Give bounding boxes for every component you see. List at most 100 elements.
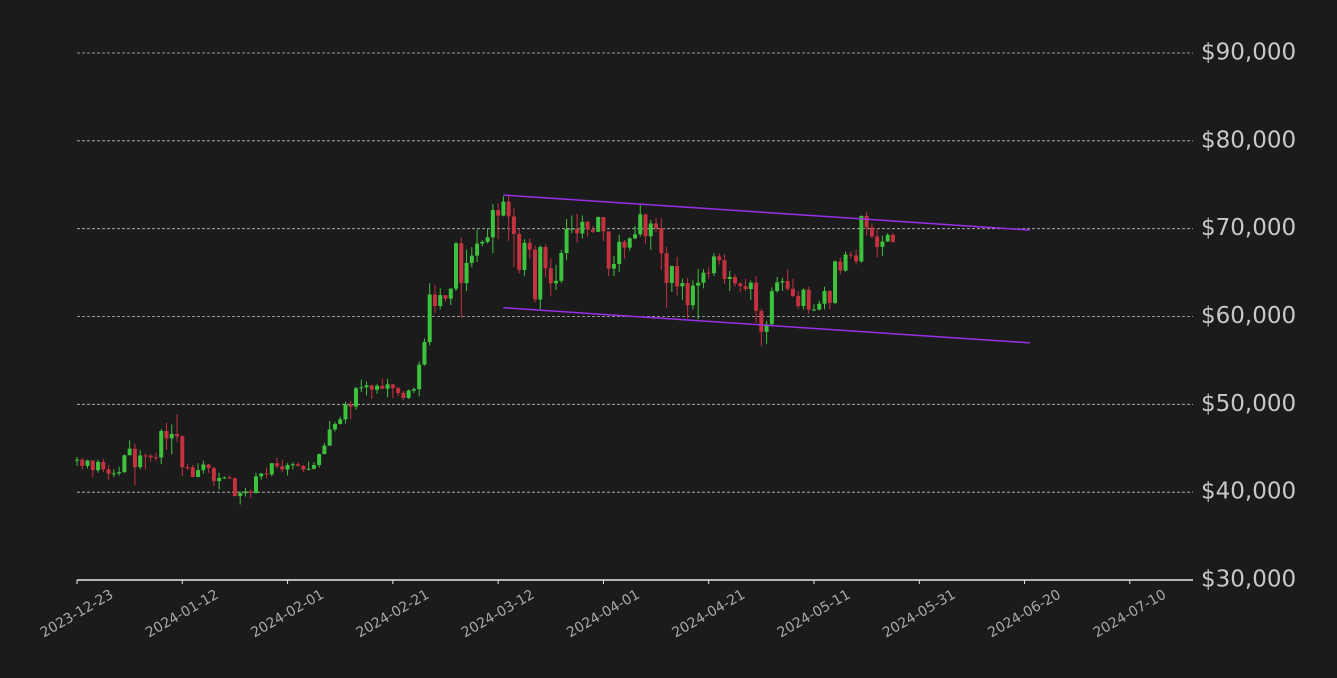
candle-body: [443, 295, 448, 299]
candle-body: [833, 261, 838, 303]
candle-body: [738, 283, 743, 287]
candle-body: [106, 469, 111, 474]
candle-body: [764, 324, 769, 332]
candle-body: [159, 430, 164, 458]
candle-body: [464, 262, 469, 284]
candle-body: [648, 223, 653, 237]
candle-body: [180, 436, 185, 468]
candle-body: [153, 457, 158, 459]
candle-body: [448, 288, 453, 299]
candle-body: [811, 309, 816, 311]
candle-body: [543, 247, 548, 269]
candle-body: [722, 260, 727, 279]
candle-body: [127, 448, 132, 456]
candle-body: [143, 455, 148, 457]
candle-body: [796, 295, 801, 307]
candle-body: [196, 470, 201, 477]
y-tick-label: $60,000: [1201, 303, 1296, 329]
candle-body: [859, 215, 864, 262]
candle-body: [769, 291, 774, 325]
candle-body: [306, 468, 311, 470]
candle-body: [654, 223, 659, 229]
candle-body: [338, 419, 343, 424]
candle-body: [375, 385, 380, 390]
candle-body: [427, 294, 432, 343]
candle-body: [785, 281, 790, 289]
candle-body: [380, 385, 385, 389]
candle-body: [469, 255, 474, 263]
candle-body: [364, 385, 369, 388]
candle-body: [438, 295, 443, 306]
candle-body: [290, 464, 295, 466]
candle-body: [232, 478, 237, 497]
candle-body: [206, 464, 211, 469]
candle-body: [454, 243, 459, 289]
candle-body: [559, 252, 564, 281]
candle-body: [638, 214, 643, 235]
candle-body: [733, 276, 738, 284]
candle-body: [485, 237, 490, 242]
candle-body: [169, 433, 174, 439]
candle-body: [701, 272, 706, 283]
candle-body: [480, 241, 485, 244]
y-tick-label: $90,000: [1201, 40, 1296, 66]
y-tick-label: $40,000: [1201, 479, 1296, 505]
candle-body: [617, 241, 622, 264]
candle-body: [801, 289, 806, 307]
candle-body: [280, 466, 285, 470]
candle-body: [111, 473, 116, 475]
candle-body: [690, 285, 695, 306]
candle-body: [432, 294, 437, 306]
candle-body: [164, 430, 169, 439]
candle-body: [259, 473, 264, 477]
candle-body: [627, 238, 632, 248]
candle-body: [285, 465, 290, 470]
candle-body: [311, 465, 316, 469]
y-tick-label: $80,000: [1201, 127, 1296, 153]
candle-body: [201, 464, 206, 471]
candle-body: [838, 261, 843, 271]
candle-body: [875, 236, 880, 247]
candle-body: [848, 254, 853, 256]
candle-body: [754, 282, 759, 311]
candle-body: [96, 461, 101, 471]
y-tick-label: $70,000: [1201, 215, 1296, 241]
candle-body: [301, 465, 306, 470]
candle-body: [643, 214, 648, 237]
trendline: [503, 194, 1030, 231]
candle-body: [227, 477, 232, 479]
candle-body: [406, 390, 411, 398]
candle-body: [90, 460, 95, 471]
candle-body: [564, 229, 569, 253]
candle-body: [711, 256, 716, 274]
candle-body: [659, 228, 664, 254]
candle-body: [501, 201, 506, 216]
candle-body: [633, 234, 637, 239]
candle-body: [348, 404, 353, 407]
candle-body: [132, 448, 137, 468]
candle-body: [790, 288, 795, 296]
candle-body: [596, 216, 601, 232]
candle-body: [101, 461, 106, 470]
candle-body: [496, 210, 501, 216]
candle-body: [385, 384, 390, 389]
candle-body: [138, 455, 143, 468]
candle-body: [354, 388, 358, 407]
candle-body: [869, 227, 874, 237]
y-tick-label: $50,000: [1201, 391, 1296, 417]
candle-body: [780, 281, 785, 283]
candle-body: [322, 445, 327, 455]
candle-body: [248, 491, 253, 493]
candle-body: [590, 229, 595, 232]
candle-body: [548, 268, 553, 284]
candle-body: [238, 493, 243, 497]
candle-body: [538, 247, 543, 300]
candle-body: [748, 282, 753, 290]
candle-body: [827, 291, 832, 303]
candle-body: [585, 221, 590, 230]
candle-body: [390, 384, 395, 389]
candle-body: [696, 282, 701, 286]
candle-body: [601, 216, 606, 232]
candle-body: [864, 215, 869, 228]
